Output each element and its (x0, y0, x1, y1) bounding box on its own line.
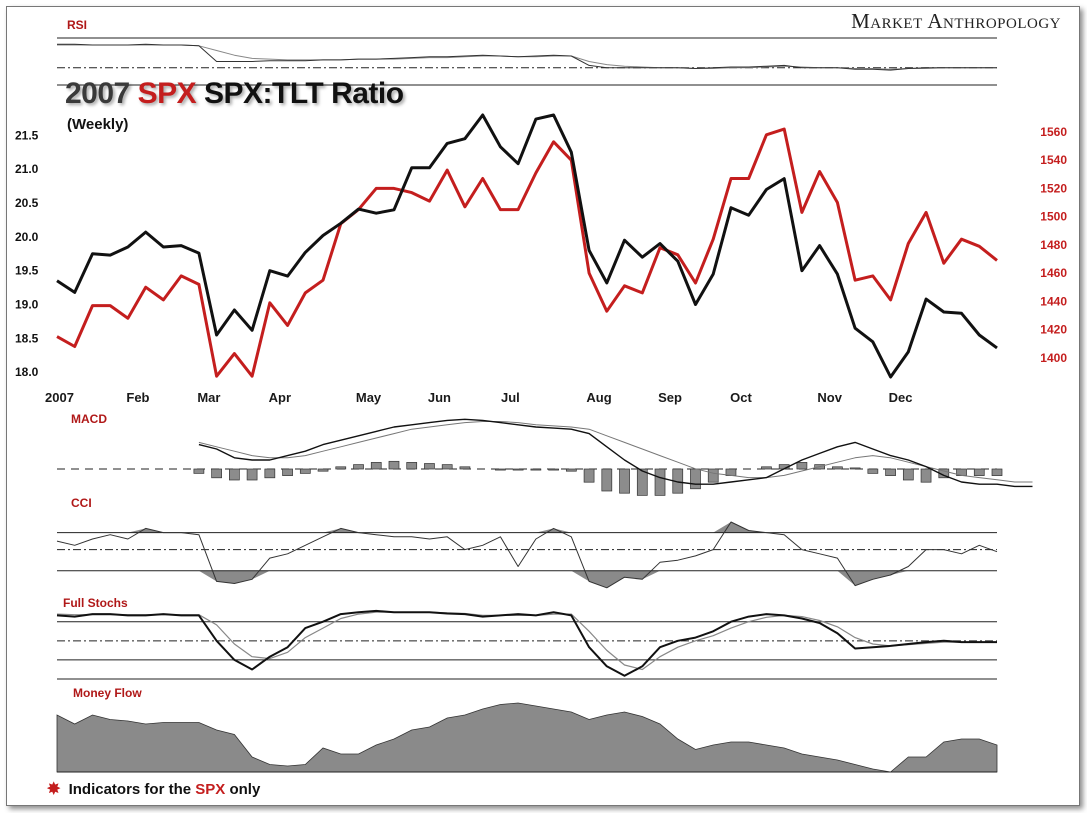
year-axis-label: 2007 (45, 390, 74, 405)
money-flow-label: Money Flow (73, 686, 142, 700)
right-axis-tick: 1520 (1040, 181, 1067, 195)
macd-histogram-bar (229, 468, 240, 481)
chart-canvas: RSI 21.5 21.0 20.5 20.0 19.5 19.0 18.5 18.0 1560 1… (15, 18, 1067, 773)
left-axis-tick: 21.0 (15, 162, 39, 176)
macd-histogram-bar (512, 468, 524, 471)
macd-histogram-bar (299, 468, 311, 474)
macd-histogram-bar (991, 468, 1003, 476)
right-axis-tick: 1560 (1040, 125, 1067, 139)
macd-histogram-bar (885, 468, 896, 476)
macd-histogram-bar (690, 468, 701, 490)
left-axis-tick: 21.5 (15, 128, 39, 142)
month-axis-label: Feb (126, 390, 149, 405)
macd-histogram-bar (530, 468, 542, 471)
cci-overbought-fill (57, 522, 997, 533)
macd-histogram-bar (636, 468, 648, 496)
spx-price-line (56, 127, 998, 378)
macd-histogram-bar (495, 468, 506, 471)
title-year: 2007 (65, 77, 130, 110)
month-axis-label: Jun (428, 390, 451, 405)
macd-histogram-bar (193, 468, 205, 474)
right-axis-tick: 1460 (1040, 266, 1067, 280)
month-axis-label: Apr (269, 390, 291, 405)
cci-oversold-fill (57, 570, 997, 588)
month-axis-label: Aug (586, 390, 611, 405)
right-axis-tick: 1540 (1040, 153, 1067, 167)
macd-histogram-bar (601, 468, 613, 492)
month-axis-label: Mar (197, 390, 220, 405)
left-axis-tick: 19.0 (15, 298, 39, 312)
macd-histogram-bar (317, 468, 329, 472)
macd-histogram-bar (406, 462, 418, 470)
macd-histogram-bar (335, 466, 347, 470)
right-axis-tick: 1500 (1040, 210, 1067, 224)
chart-frame: RSI 21.5 21.0 20.5 20.0 19.5 19.0 18.5 18.0 1560 1… (6, 6, 1080, 806)
macd-histogram-bar (211, 468, 222, 479)
spx-tlt-ratio-line (56, 113, 998, 379)
left-axis-tick: 18.5 (15, 331, 39, 345)
macd-histogram-bar (920, 468, 932, 483)
left-axis-tick: 20.0 (15, 230, 39, 244)
macd-histogram-bar (867, 468, 879, 474)
macd-histogram-bar (761, 466, 772, 470)
macd-histogram-bar (973, 468, 985, 476)
macd-histogram-bar (654, 468, 666, 496)
macd-histogram-bar (902, 468, 914, 481)
macd-histogram-bar (849, 467, 861, 470)
footer-prefix: Indicators for the (68, 781, 192, 798)
stoch-label: Full Stochs (63, 596, 128, 610)
macd-histogram-bar (441, 464, 453, 470)
brand-name: Market Anthropology (851, 9, 1061, 33)
month-axis-label: Jul (501, 390, 520, 405)
right-axis-tick: 1440 (1040, 294, 1067, 308)
money-flow-area (56, 702, 998, 773)
footer-note: ✸ Indicators for the SPX only (47, 779, 260, 799)
month-axis-label: Nov (817, 390, 842, 405)
month-axis-label: Sep (658, 390, 682, 405)
month-axis-label: Dec (889, 390, 913, 405)
rsi-label: RSI (67, 18, 87, 32)
macd-histogram-bar (796, 462, 808, 470)
macd-histogram-bar (388, 460, 400, 470)
macd-histogram-bar (424, 463, 435, 470)
chart-subtitle: (Weekly) (67, 116, 129, 133)
macd-histogram-bar (459, 466, 471, 470)
rsi-line (57, 43, 997, 71)
macd-histogram-bar (264, 468, 276, 479)
macd-histogram-bar (619, 468, 630, 494)
right-axis-tick: 1400 (1040, 351, 1067, 365)
asterisk-icon: ✸ (47, 781, 61, 798)
footer-suffix: only (229, 781, 261, 798)
cci-label: CCI (71, 496, 92, 510)
macd-histogram-bar (246, 468, 258, 481)
right-axis-tick: 1480 (1040, 238, 1067, 252)
macd-histogram-bar (548, 468, 559, 471)
title-ratio: SPX:TLT Ratio (203, 77, 404, 110)
left-axis-tick: 19.5 (15, 264, 39, 278)
left-axis-tick: 18.0 (15, 365, 39, 379)
chart-title: 2007 SPX SPX:TLT Ratio (65, 77, 404, 111)
title-spx: SPX (137, 77, 197, 110)
cci-line (56, 521, 998, 589)
footer-spx: SPX (195, 781, 226, 798)
macd-label: MACD (71, 412, 107, 426)
macd-line (198, 418, 1033, 488)
macd-histogram-bar (370, 462, 382, 470)
macd-signal-line (198, 421, 1033, 483)
month-axis-label: Oct (730, 390, 752, 405)
stoch-line (56, 609, 997, 677)
macd-histogram-bar (565, 468, 577, 472)
macd-histogram-bar (353, 464, 364, 470)
macd-histogram-bar (282, 468, 293, 476)
macd-histogram-bar (583, 468, 595, 483)
macd-histogram-bar (832, 466, 843, 470)
right-axis-tick: 1420 (1040, 323, 1067, 337)
macd-histogram-bar (707, 468, 719, 483)
rsi-signal-line (57, 44, 997, 70)
month-axis-label: May (356, 390, 382, 405)
left-axis-tick: 20.5 (15, 196, 39, 210)
